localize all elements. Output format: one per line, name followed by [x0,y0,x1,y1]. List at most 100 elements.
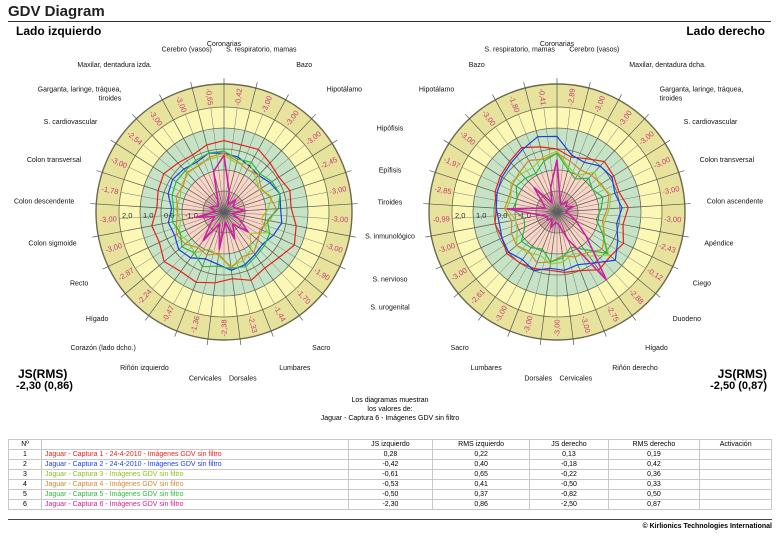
axis-label: Coronarias [540,41,575,48]
axis-label: Maxilar, dentadura dcha. [629,61,706,68]
table-row[interactable]: 3 Jaguar - Captura 3 - Imágenes GDV sin f… [8,469,772,480]
axis-spoke [144,211,225,321]
axis-label: Lumbares [279,365,311,372]
axis-spoke [539,211,558,345]
axis-label-line: Sacro [451,344,469,351]
axis-spoke [507,211,558,337]
shared-axis-label: Epífisis [379,168,402,175]
axis-spoke [423,203,558,213]
axis-spoke [159,94,225,213]
axis-label-line: Colon transversal [700,157,755,164]
diagram-note: Los diagramas muestran los valores de: J… [290,396,490,423]
activacion [699,499,772,510]
axis-spoke [453,211,558,298]
js-derecho: -2,50 [529,499,609,510]
row-number: 6 [8,499,42,510]
axis-label: Lumbares [471,365,503,372]
axis-label-line: S. cardiovascular [684,118,738,125]
axis-label: Duodeno [673,316,702,323]
axis-label: Cervicales [559,375,592,382]
sector-value-label: -2,38 [220,319,229,336]
axis-label-line: Cerebro (vasos) [569,46,619,53]
sector-spoke [210,107,225,213]
sector-spoke [452,211,558,219]
sector-spoke [142,144,225,213]
axis-label: Recto [70,280,88,287]
page-title: GDV Diagram [8,3,105,20]
row-number: 5 [8,489,42,500]
axis-label-line: Dorsales [524,375,552,382]
axis-spoke [223,211,346,270]
sector-spoke [556,211,646,269]
series-line-6 [506,159,608,281]
js-izquierdo: 0,28 [348,449,433,460]
axis-spoke [429,170,558,213]
axis-spoke [223,139,338,213]
axis-label: Ciego [693,280,711,287]
axis-label: Hipotálamo [419,86,455,93]
js-derecho: 0,13 [529,449,609,460]
shared-axis-label: S. urogenital [370,305,410,312]
row-name: Jaguar - Captura 1 - 24-4-2010 - Imágene… [41,449,349,460]
js-derecho: -0,18 [529,459,609,470]
axis-label-line: S. cardiovascular [44,118,98,125]
axis-label-line: tiroides [660,95,683,102]
row-name: Jaguar - Captura 6 - Imágenes GDV sin fi… [41,499,349,510]
rms-derecho: 0,19 [607,449,701,460]
axis-label: Colon transversal [27,157,82,164]
sector-value-label: -0,99 [432,214,450,224]
axis-spoke [477,211,558,321]
axis-label-line: Coronarias [207,41,242,48]
table-row[interactable]: 2 Jaguar - Captura 2 - 24-4-2010 - Imágen… [8,459,772,470]
col-rms-derecho: RMS derecho [607,439,701,450]
axis-label-line: Colon descendente [14,198,74,205]
sector-spoke [223,211,297,289]
series-line-5 [171,150,281,269]
sector-value-label: -2,33 [246,315,259,334]
sector-value-label: -3,00 [662,184,680,196]
axis-spoke [556,114,649,213]
radar-chart-right: -2,89 -3,00-3,00-3,00-3,00-3,00-3,00-2,43… [419,41,763,383]
axis-label: Hígado [645,344,668,351]
js-izquierdo: -0,61 [348,469,433,480]
table-row[interactable]: 5 Jaguar - Captura 5 - Imágenes GDV sin f… [8,489,772,500]
right-side-title: Lado derecho [686,24,765,38]
col-rms-izquierdo: RMS izquierdo [431,439,531,450]
table-row[interactable]: 1 Jaguar - Captura 1 - 24-4-2010 - Imágen… [8,449,772,460]
activacion [699,479,772,490]
sector-spoke [223,192,328,213]
axis-spoke [96,170,225,213]
axis-spoke [556,211,607,337]
sector-value-label: -3,00 [553,319,562,336]
axis-label-line: Ciego [693,280,711,287]
sector-spoke [556,211,657,245]
table-row[interactable]: 6 Jaguar - Captura 6 - Imágenes GDV sin f… [8,499,772,510]
js-izquierdo: -0,42 [348,459,433,470]
axis-label-line: Colon transversal [27,157,82,164]
axis-label-line: Hipotálamo [419,86,455,93]
shared-axis-label: Tiroides [378,200,403,207]
rms-izquierdo: 0,41 [431,479,531,490]
axis-label-line: Corazón (lado dcho.) [70,344,135,351]
sector-value-label: -0,65 [204,88,215,106]
sector-spoke [223,167,320,213]
axis-spoke [223,211,304,321]
col-js-derecho: JS derecho [529,439,609,450]
sector-spoke [461,167,558,213]
sector-value-label: -3,00 [99,214,117,224]
shared-axis-label: Hipófisis [377,126,404,133]
sector-value-label: -1,36 [189,315,202,334]
axis-label-line: Hígado [86,316,109,323]
row-number: 4 [8,479,42,490]
axis-spoke [435,211,558,270]
radar-chart-left: -0,42 -3,00-3,00-3,00-2,45-3,00-3,00-3,00… [14,41,362,383]
sector-spoke [556,114,596,213]
col-activacion: Activación [699,439,772,450]
results-table: Nº JS izquierdo RMS izquierdo JS derecho… [8,439,772,510]
axis-spoke [223,211,328,298]
table-row[interactable]: 4 Jaguar - Captura 4 - Imágenes GDV sin f… [8,479,772,490]
right-js-rms-label: JS(RMS) [717,367,767,381]
rms-izquierdo: 0,40 [431,459,531,470]
sector-spoke [556,211,662,219]
axis-label: Bazo [469,61,485,68]
